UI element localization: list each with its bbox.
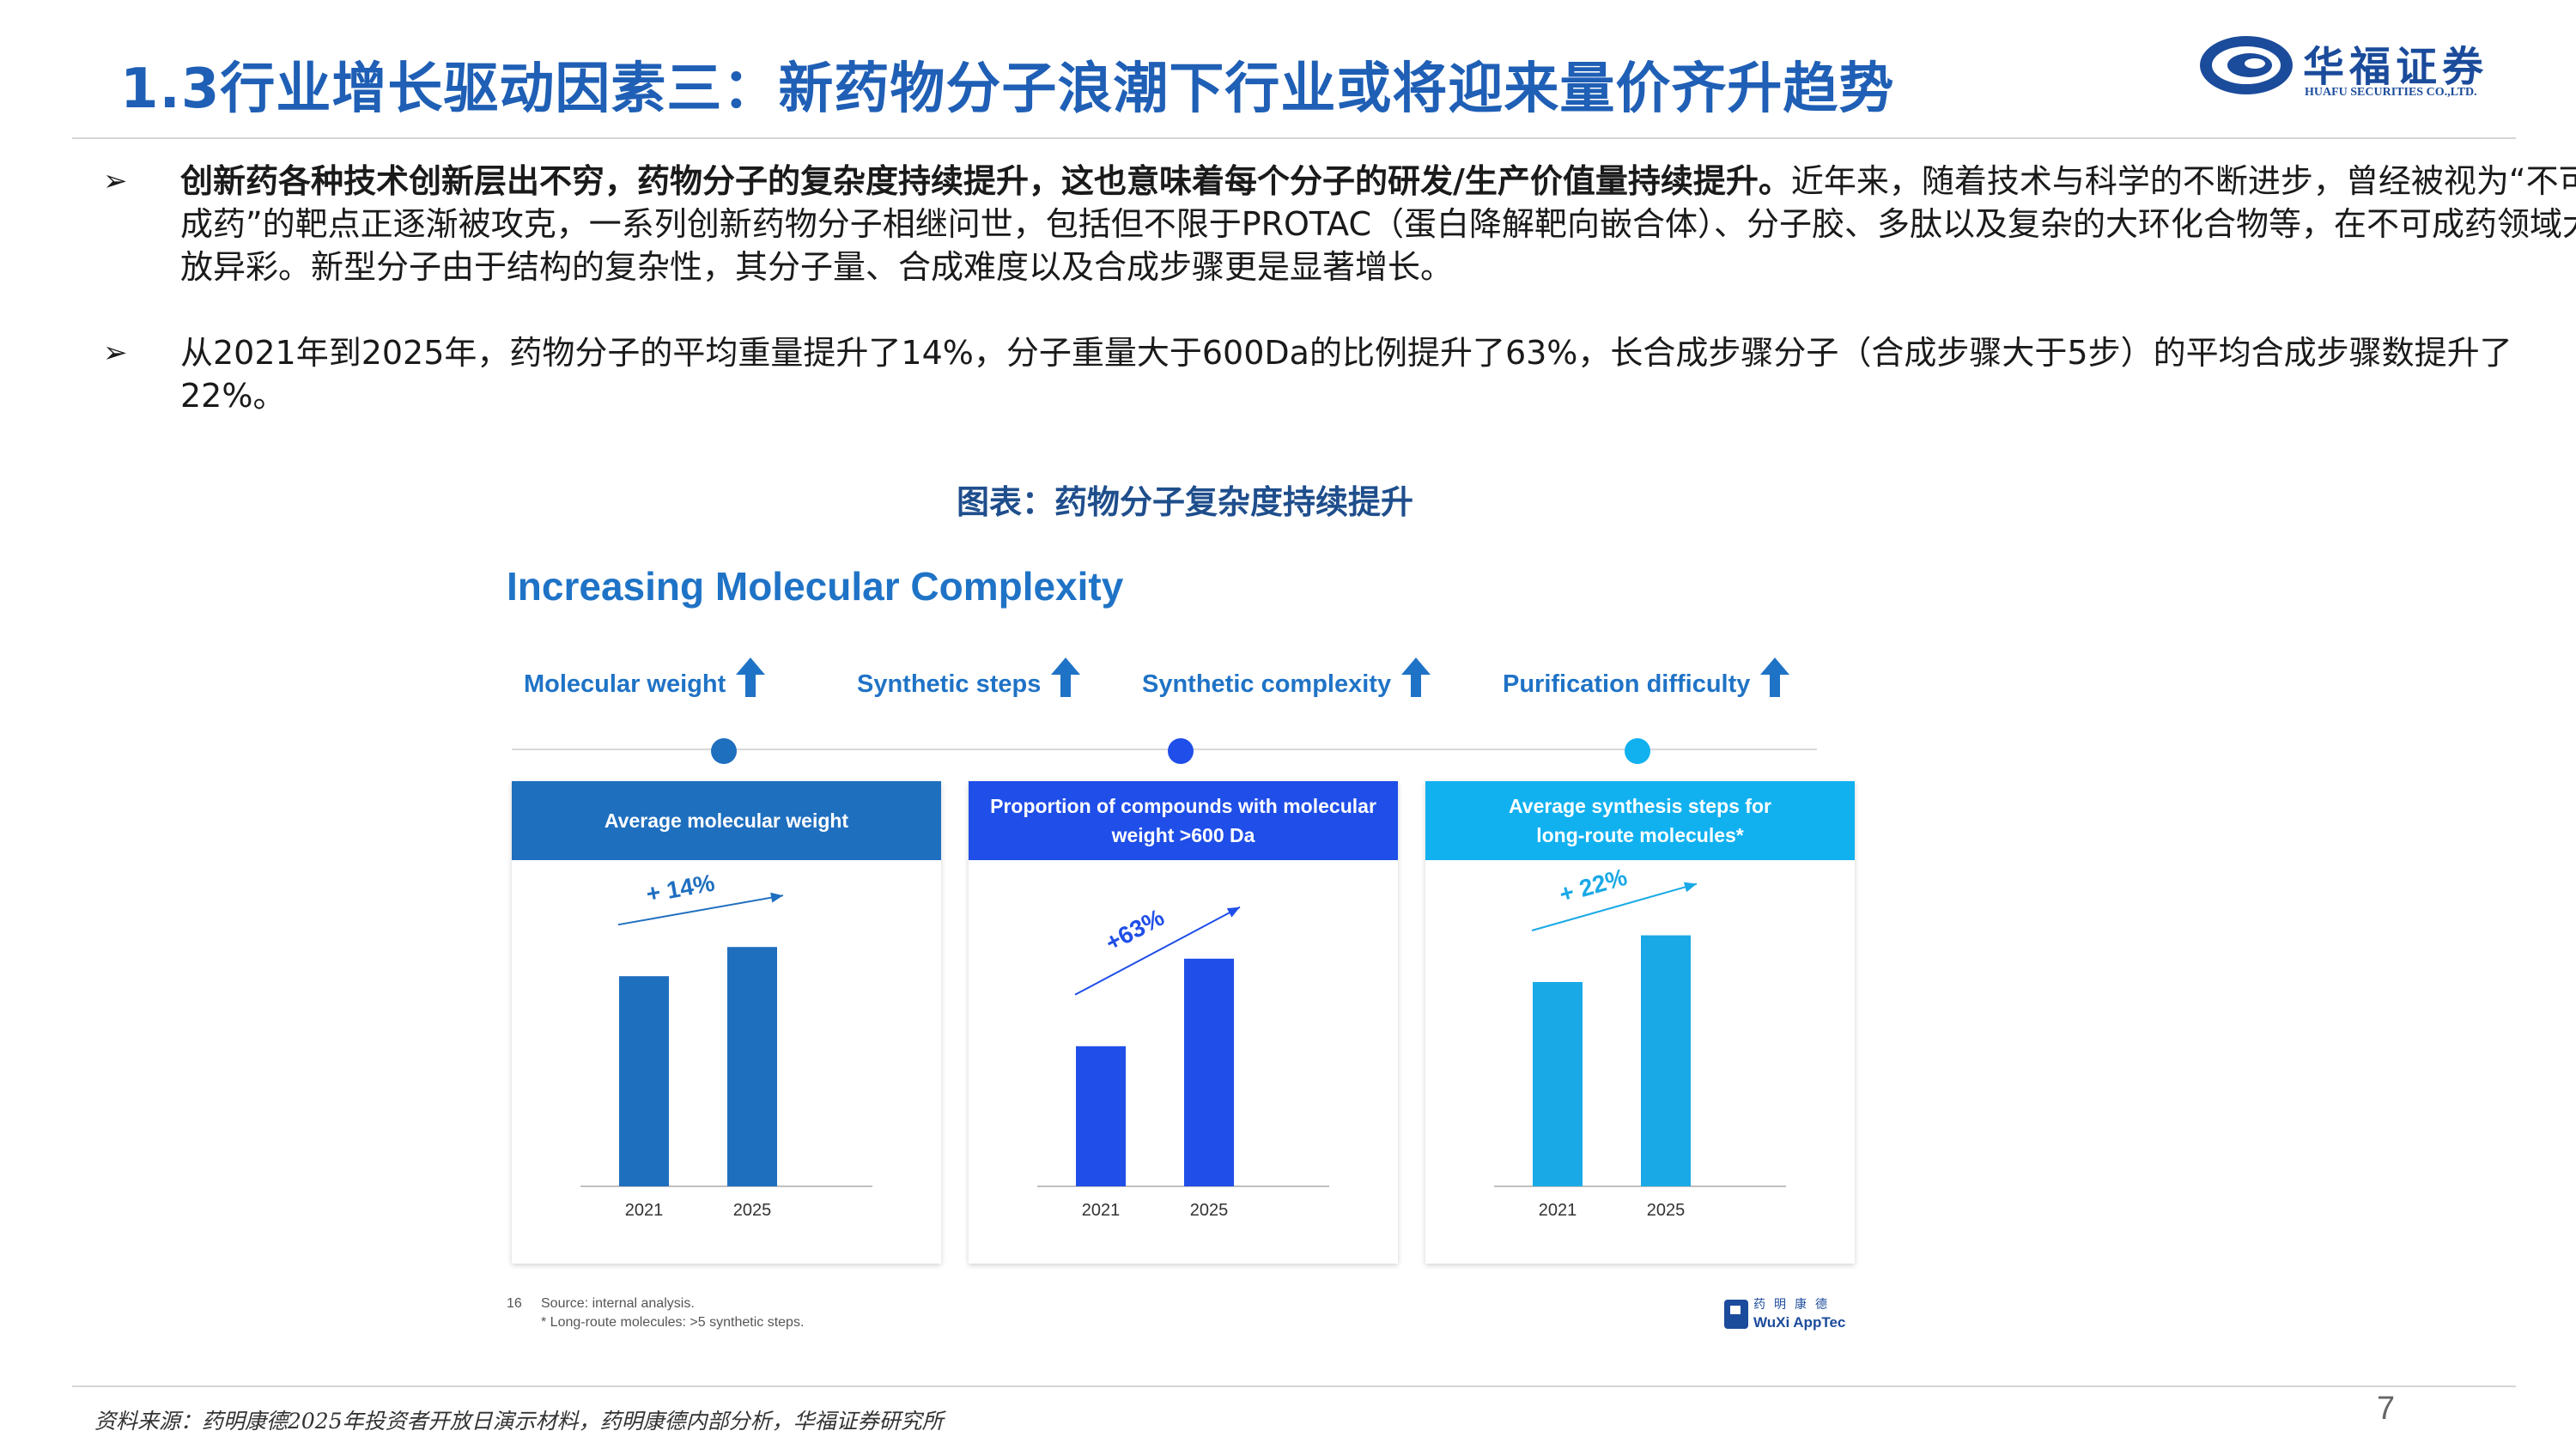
metric-label: Synthetic complexity: [1142, 670, 1392, 698]
tick-label: 2021: [1539, 1201, 1577, 1220]
growth-label: + 14%: [644, 870, 716, 908]
up-arrow-icon: [736, 658, 766, 704]
logo-text-cn: 华福证券: [2303, 43, 2489, 91]
timeline-line: [512, 749, 1817, 750]
wuxi-apptec-logo: 药明康德 WuXi AppTec: [1724, 1294, 1862, 1332]
bar-2025: [727, 947, 777, 1186]
footnote-number: 16: [507, 1296, 522, 1311]
figure-caption: 图表：药物分子复杂度持续提升: [956, 483, 1413, 521]
logo-text-en: HUAFU SECURITIES CO.,LTD.: [2305, 86, 2477, 99]
bullet-2-text: 从2021年到2025年，药物分子的平均重量提升了14%，分子重量大于600Da…: [180, 334, 2512, 415]
metric-molecular-weight: Molecular weight: [524, 658, 766, 704]
page-number: 7: [2377, 1391, 2396, 1427]
bullet-1-mark: ➢: [103, 164, 128, 198]
bullet-2-mark: ➢: [103, 336, 128, 370]
trend-arrow-line: [1074, 906, 1241, 996]
bar-2025: [1641, 935, 1691, 1186]
tick-label: 2025: [1190, 1201, 1229, 1220]
trend-arrow-head: [770, 892, 783, 903]
metric-purification-difficulty: Purification difficulty: [1503, 658, 1790, 704]
figure-title: Increasing Molecular Complexity: [507, 564, 1124, 609]
growth-label: + 22%: [1557, 864, 1631, 908]
trend-arrow-line: [617, 894, 784, 926]
up-arrow-icon: [1760, 658, 1790, 704]
bullet-1: ➢ 创新药各种技术创新层出不穷，药物分子的复杂度持续提升，这也意味着每个分子的研…: [103, 160, 2576, 288]
wuxi-logo-en: WuXi AppTec: [1753, 1314, 1845, 1331]
footnote-line: Source: internal analysis.: [541, 1296, 695, 1311]
bar-2021: [619, 976, 669, 1186]
timeline-dot: [711, 738, 737, 764]
chart-panel-2: Proportion of compounds with molecular w…: [969, 781, 1398, 1264]
trend-arrow-head: [1226, 906, 1240, 918]
footer-divider: [72, 1385, 2516, 1387]
metric-label: Synthetic steps: [857, 670, 1042, 698]
figure: Increasing Molecular Complexity Molecula…: [507, 549, 1880, 1348]
trend-arrow-head: [1683, 882, 1697, 893]
tick-label: 2021: [1082, 1201, 1121, 1220]
growth-label: +63%: [1101, 904, 1169, 956]
chart-title: Proportion of compounds with molecular w…: [969, 781, 1398, 860]
bullet-1-text: 近年来，随着技术与科学的不断进步，曾经被视为“不可成药”的靶点正逐渐被攻克，一系…: [180, 162, 2576, 286]
bar-2021: [1533, 982, 1583, 1186]
tick-label: 2025: [733, 1201, 772, 1220]
metric-label: Purification difficulty: [1503, 670, 1751, 698]
up-arrow-icon: [1401, 658, 1431, 704]
chart-3-svg: 2021 2025 + 22%: [1494, 864, 1786, 1220]
huafu-logo: 华福证券 HUAFU SECURITIES CO.,LTD.: [2198, 33, 2507, 101]
tick-label: 2021: [625, 1201, 664, 1220]
header-divider: [72, 137, 2516, 139]
figure-footnote: 16 Source: internal analysis. * Long-rout…: [507, 1294, 804, 1332]
bullet-2: ➢ 从2021年到2025年，药物分子的平均重量提升了14%，分子重量大于600…: [103, 331, 2512, 417]
chart-title: Average synthesis steps for long-route m…: [1425, 781, 1855, 860]
source-note: 资料来源：药明康德2025年投资者开放日演示材料，药明康德内部分析，华福证券研究…: [94, 1409, 944, 1434]
metric-synthetic-steps: Synthetic steps: [857, 658, 1081, 704]
chart-panel-1: Average molecular weight 2021 2025 + 14%: [512, 781, 941, 1264]
page-title: 1.3行业增长驱动因素三：新药物分子浪潮下行业或将迎来量价齐升趋势: [120, 58, 1895, 121]
chart-panel-3: Average synthesis steps for long-route m…: [1425, 781, 1855, 1264]
bar-2025: [1184, 958, 1234, 1186]
huafu-logo-icon: [2200, 36, 2293, 94]
timeline-dot: [1168, 738, 1194, 764]
chart-1-svg: 2021 2025 + 14%: [580, 870, 872, 1220]
metric-synthetic-complexity: Synthetic complexity: [1142, 658, 1431, 704]
tick-label: 2025: [1647, 1201, 1686, 1220]
timeline-dot: [1625, 738, 1650, 764]
bar-2021: [1076, 1046, 1126, 1186]
up-arrow-icon: [1051, 658, 1081, 704]
trend-arrow-line: [1531, 882, 1698, 931]
chart-2-svg: 2021 2025 +63%: [1037, 904, 1329, 1220]
chart-title: Average molecular weight: [512, 781, 941, 860]
wuxi-logo-cn: 药明康德: [1753, 1297, 1836, 1312]
bullet-1-bold: 创新药各种技术创新层出不穷，药物分子的复杂度持续提升，这也意味着每个分子的研发/…: [180, 162, 1791, 200]
footnote-line: * Long-route molecules: >5 synthetic ste…: [541, 1315, 805, 1330]
metric-label: Molecular weight: [524, 670, 726, 698]
